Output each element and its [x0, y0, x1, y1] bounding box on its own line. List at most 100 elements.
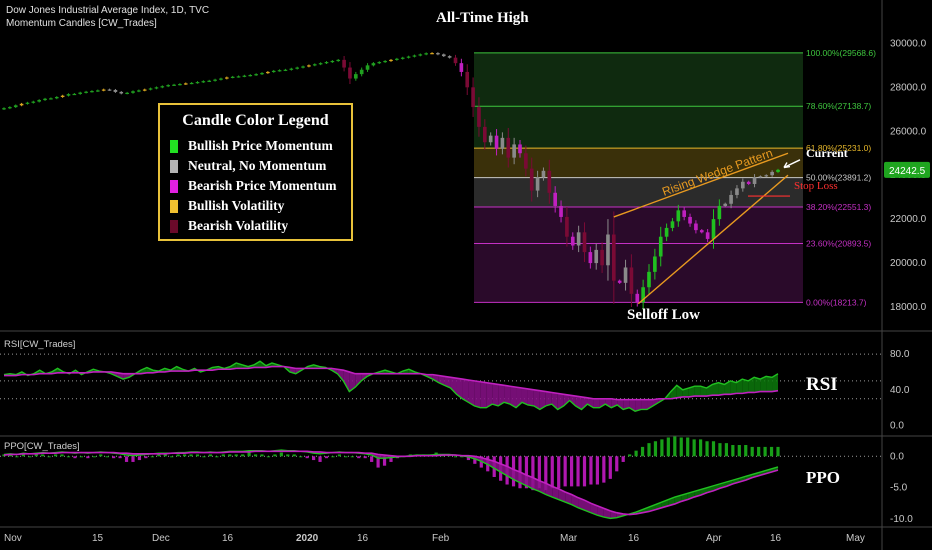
chart-title: Dow Jones Industrial Average Index, 1D, …: [6, 5, 210, 16]
ppo-histogram-bar: [557, 456, 561, 489]
candle-body: [764, 175, 769, 177]
candle-body: [324, 62, 329, 64]
momentum-fill: [742, 379, 749, 394]
candle-body: [635, 293, 640, 303]
momentum-fill: [635, 399, 642, 412]
legend-item: Bearish Volatility: [160, 216, 351, 236]
ppo-histogram-bar: [718, 443, 722, 457]
ppo-histogram-bar: [105, 456, 109, 458]
price-candles: [2, 52, 780, 310]
ppo-signal-line: [3, 450, 779, 516]
candle-body: [19, 103, 24, 106]
candle-body: [66, 94, 71, 96]
ppo-histogram-bar: [292, 454, 296, 457]
ppo-histogram-bar: [769, 446, 774, 457]
candle-body: [529, 168, 534, 191]
candle-body: [559, 205, 563, 217]
momentum-fill: [772, 373, 778, 392]
candle-body: [359, 69, 364, 75]
momentum-fill: [510, 386, 517, 408]
rsi-big-label: RSI: [806, 374, 838, 395]
time-tick-label: Mar: [560, 533, 578, 544]
momentum-fill: [456, 378, 463, 399]
ppo-histogram-bar: [131, 456, 135, 462]
time-tick-label: Nov: [4, 533, 22, 544]
candle-body: [318, 63, 323, 65]
momentum-fill: [748, 377, 755, 393]
candle-body: [699, 230, 704, 233]
ppo-histogram-bar: [247, 452, 251, 457]
ppo-histogram-bar: [763, 446, 767, 457]
ppo-fill: [513, 469, 520, 483]
candle-body: [494, 135, 499, 149]
ppo-histogram-bar: [241, 454, 245, 457]
ppo-line: [3, 449, 779, 520]
ppo-fill: [520, 471, 527, 486]
candle-body: [330, 60, 335, 63]
candle-body: [418, 54, 423, 56]
candle-body: [119, 91, 124, 94]
ppo-histogram-bar: [305, 456, 309, 459]
ppo-histogram-bar: [666, 437, 670, 457]
price-tick-label: 22000.0: [890, 214, 927, 225]
candle-body: [688, 216, 692, 224]
time-tick-label: 16: [628, 533, 640, 544]
current-arrow: [783, 159, 801, 169]
candle-body: [219, 78, 223, 80]
ppo-histogram-bar: [615, 456, 619, 472]
candle-body: [137, 90, 141, 92]
candle-body: [459, 63, 464, 72]
ppo-histogram-bar: [344, 456, 348, 458]
stop-loss-label: Stop Loss: [794, 180, 838, 192]
momentum-fill: [450, 377, 457, 395]
candle-body: [283, 69, 288, 71]
momentum-fill: [486, 382, 493, 408]
candle-body: [2, 108, 6, 110]
candle-body: [617, 280, 622, 283]
ppo-histogram-bar: [711, 441, 716, 457]
time-tick-label: 16: [770, 533, 782, 544]
candle-body: [488, 135, 493, 143]
candle-body: [518, 144, 522, 154]
ppo-histogram-bar: [699, 439, 703, 457]
candle-body: [570, 236, 575, 246]
ppo-histogram-bar: [221, 454, 225, 457]
swatch-icon: [170, 199, 178, 213]
ppo-histogram-bar: [370, 456, 374, 462]
time-tick-label: Dec: [152, 533, 170, 544]
fib-level-label: 0.00%(18213.7): [806, 297, 867, 307]
momentum-fill: [623, 399, 630, 410]
time-tick-label: 16: [222, 533, 234, 544]
rsi-line: [3, 360, 779, 413]
ppo-histogram-bar: [312, 456, 316, 461]
candle-body: [213, 79, 217, 81]
candle-body: [506, 137, 511, 158]
ppo-histogram-bar: [634, 450, 638, 457]
momentum-fill: [474, 380, 481, 408]
momentum-fill: [480, 381, 487, 408]
momentum-fill: [712, 382, 719, 396]
rsi-pane-label: RSI[CW_Trades]: [4, 339, 76, 350]
ppo-fill: [552, 486, 559, 500]
legend-title: Candle Color Legend: [182, 112, 329, 129]
ppo-histogram-bar: [647, 443, 651, 457]
ppo-histogram-bar: [195, 454, 200, 457]
current-label: Current: [806, 146, 848, 160]
candle-body: [84, 91, 88, 93]
momentum-fill: [117, 372, 124, 380]
candle-body: [260, 73, 264, 75]
candle-body: [266, 71, 270, 74]
candle-body: [758, 176, 763, 178]
ppo-histogram-bar: [660, 439, 664, 457]
ppo-histogram-bar: [376, 456, 380, 468]
momentum-fill: [563, 394, 570, 406]
ppo-histogram-bar: [15, 456, 19, 458]
candle-body: [271, 70, 276, 73]
candle-body: [729, 194, 733, 204]
time-tick-label: 15: [92, 533, 104, 544]
momentum-fill: [617, 399, 624, 410]
momentum-fill: [498, 384, 505, 406]
candle-body: [125, 92, 129, 95]
